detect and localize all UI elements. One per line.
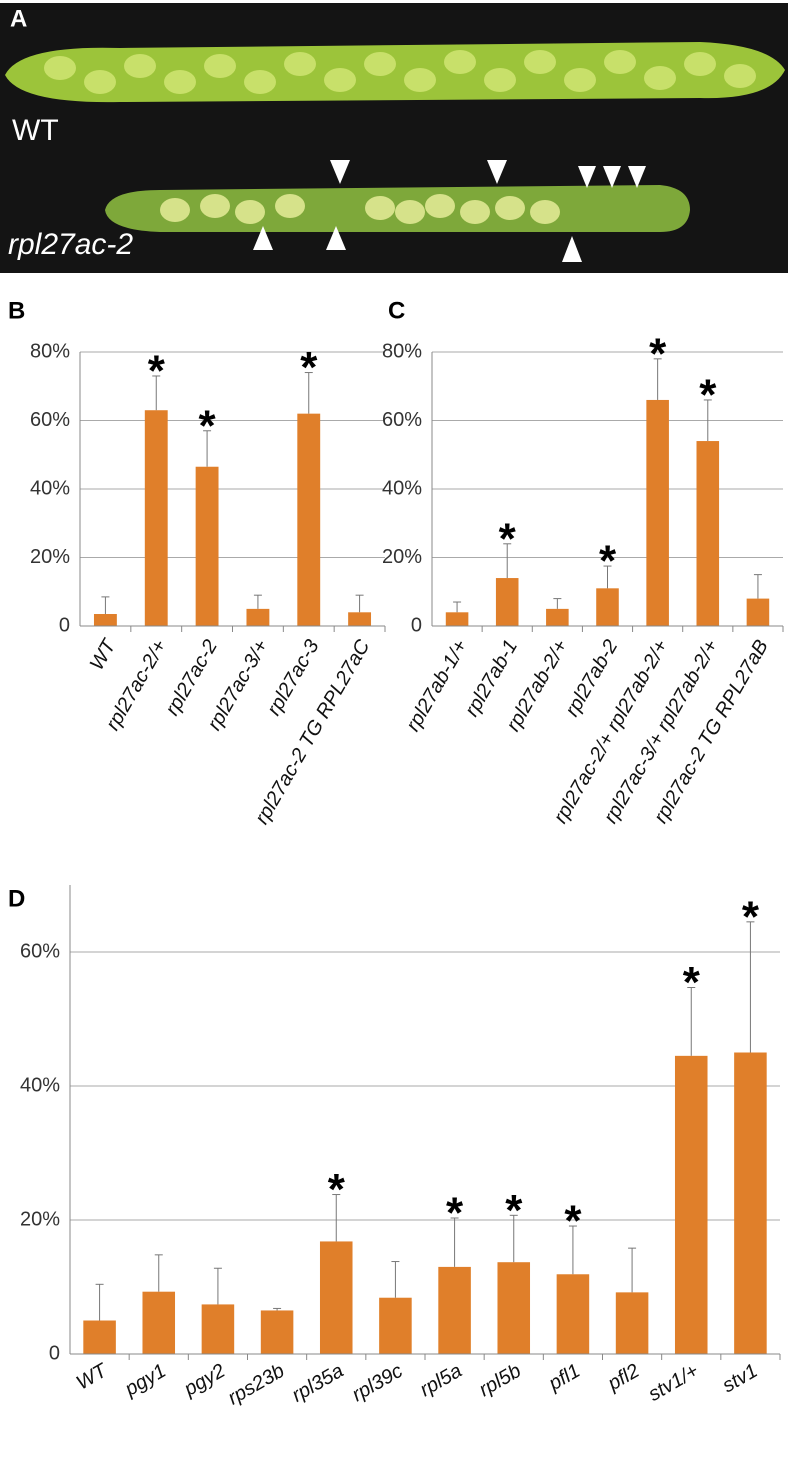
significance-mark: *	[300, 343, 318, 392]
significance-mark: *	[599, 537, 617, 586]
bar	[348, 612, 372, 626]
bar	[195, 466, 219, 626]
y-tick-label: 40%	[30, 477, 70, 499]
bar	[260, 1310, 294, 1354]
y-tick-label: 60%	[30, 409, 70, 431]
significance-mark: *	[199, 401, 217, 450]
significance-mark: *	[564, 1197, 582, 1246]
significance-mark: *	[649, 329, 667, 378]
x-tick-label: rpl27ab-1/+	[402, 636, 472, 735]
bar	[556, 1274, 590, 1354]
bar	[674, 1055, 708, 1354]
bar	[746, 598, 770, 626]
x-tick-label: rpl5b	[475, 1360, 525, 1401]
x-tick-label: WT	[73, 1359, 112, 1394]
x-tick-label: rpl5a	[416, 1360, 466, 1401]
bar	[495, 578, 519, 626]
significance-mark: *	[683, 958, 701, 1007]
panel-label: A	[10, 5, 27, 32]
photo-label: rpl27ac-2	[8, 228, 133, 261]
bar	[144, 410, 168, 626]
y-tick-label: 80%	[30, 340, 70, 362]
x-tick-label: stv1	[719, 1360, 762, 1397]
y-tick-label: 80%	[382, 340, 422, 362]
bar	[646, 399, 669, 626]
significance-mark: *	[328, 1165, 346, 1214]
bar	[445, 612, 469, 626]
x-tick-label: pgy2	[180, 1360, 229, 1401]
y-tick-label: 0	[49, 1342, 60, 1364]
bar	[615, 1292, 649, 1354]
bar	[142, 1291, 176, 1354]
y-tick-label: 0	[411, 614, 422, 636]
mutant-seeds	[160, 194, 560, 224]
bar	[93, 614, 117, 626]
bar	[201, 1304, 235, 1354]
y-tick-label: 0	[59, 614, 70, 636]
x-tick-label: rpl39c	[348, 1360, 406, 1406]
x-tick-label: WT	[86, 635, 121, 674]
significance-mark: *	[505, 1186, 523, 1235]
y-tick-label: 60%	[382, 409, 422, 431]
significance-mark: *	[699, 371, 717, 420]
y-tick-label: 20%	[382, 546, 422, 568]
panel-label: C	[388, 297, 405, 324]
x-tick-label: pfl2	[603, 1360, 643, 1396]
y-tick-label: 20%	[30, 546, 70, 568]
photo: A WT rpl27ac-2	[0, 3, 788, 273]
bar	[497, 1262, 531, 1354]
x-tick-label: stv1/+	[645, 1360, 703, 1406]
significance-mark: *	[148, 347, 166, 396]
x-tick-label: pfl1	[544, 1360, 584, 1396]
bar	[83, 1320, 116, 1354]
bar	[379, 1297, 412, 1354]
y-tick-label: 40%	[20, 1074, 60, 1096]
x-tick-label: rpl35a	[288, 1360, 347, 1407]
y-tick-label: 60%	[20, 940, 60, 962]
y-tick-label: 20%	[20, 1208, 60, 1230]
y-tick-label: 40%	[382, 477, 422, 499]
wt-seeds	[44, 50, 756, 94]
panel-label: D	[8, 885, 25, 912]
bar	[297, 413, 321, 626]
bar	[438, 1266, 471, 1354]
arrowheads	[253, 160, 646, 262]
bar	[696, 441, 720, 626]
bar	[246, 608, 270, 626]
bar	[546, 608, 569, 626]
photo-label: WT	[12, 114, 59, 147]
x-tick-label: pgy1	[120, 1360, 169, 1401]
significance-mark: *	[742, 892, 760, 941]
x-tick-label: rps23b	[224, 1360, 288, 1410]
bar	[734, 1052, 767, 1354]
significance-mark: *	[499, 514, 517, 563]
bar	[319, 1241, 353, 1354]
bar	[596, 588, 619, 626]
significance-mark: *	[446, 1189, 464, 1238]
panel-label: B	[8, 297, 25, 324]
